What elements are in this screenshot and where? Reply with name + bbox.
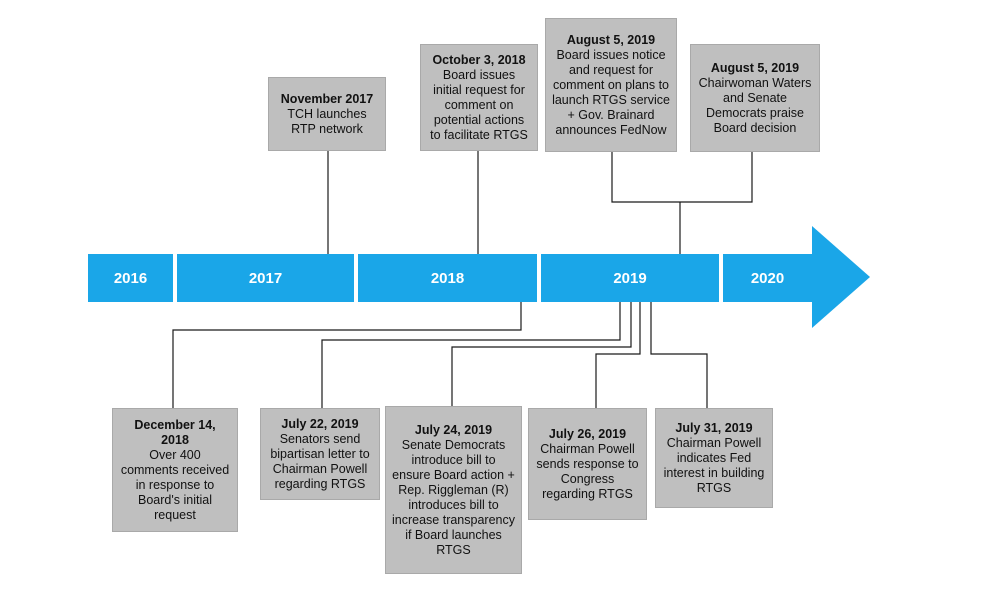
event-date: July 26, 2019 bbox=[548, 426, 627, 441]
event-box-above: October 3, 2018 Board issues initial req… bbox=[420, 44, 538, 151]
event-box-above: November 2017 TCH launches RTP network bbox=[268, 77, 386, 151]
connector-aug-2019-left bbox=[611, 152, 680, 203]
event-text: Chairman Powell indicates Fed interest i… bbox=[663, 435, 765, 495]
event-box-below: July 26, 2019 Chairman Powell sends resp… bbox=[528, 408, 647, 520]
timeline-arrowhead bbox=[812, 226, 870, 328]
event-date: November 2017 bbox=[280, 91, 374, 106]
year-segment-2018: 2018 bbox=[358, 254, 537, 302]
event-box-below: December 14, 2018 Over 400 comments rece… bbox=[112, 408, 238, 532]
event-text: Board issues notice and request for comm… bbox=[552, 47, 670, 137]
event-date: August 5, 2019 bbox=[710, 60, 800, 75]
event-box-below: July 24, 2019 Senate Democrats introduce… bbox=[385, 406, 522, 574]
event-text: Board issues initial request for comment… bbox=[430, 67, 528, 142]
event-box-below: July 22, 2019 Senators send bipartisan l… bbox=[260, 408, 380, 500]
event-date: August 5, 2019 bbox=[566, 32, 656, 47]
event-text: Senators send bipartisan letter to Chair… bbox=[270, 431, 370, 491]
year-segment-2019: 2019 bbox=[541, 254, 719, 302]
event-box-above: August 5, 2019 Board issues notice and r… bbox=[545, 18, 677, 152]
event-date: July 31, 2019 bbox=[675, 420, 753, 435]
event-date: July 22, 2019 bbox=[281, 416, 359, 431]
year-label-2018: 2018 bbox=[430, 269, 465, 287]
year-segment-2020: 2020 bbox=[723, 254, 812, 302]
year-label-2019: 2019 bbox=[613, 269, 647, 287]
event-text: Chairman Powell sends response to Congre… bbox=[536, 441, 639, 501]
year-label-2017: 2017 bbox=[248, 269, 283, 287]
event-date: October 3, 2018 bbox=[432, 52, 526, 67]
year-label-2016: 2016 bbox=[113, 269, 148, 287]
event-text: Chairwoman Waters and Senate Democrats p… bbox=[698, 75, 812, 135]
connector-jul-26-2019 bbox=[595, 302, 641, 410]
event-text: Senate Democrats introduce bill to ensur… bbox=[392, 437, 515, 557]
connector-jul-22-2019 bbox=[321, 302, 621, 410]
year-label-2020: 2020 bbox=[750, 269, 785, 287]
event-date: July 24, 2019 bbox=[414, 422, 493, 437]
year-segment-2016: 2016 bbox=[88, 254, 173, 302]
year-segment-2017: 2017 bbox=[177, 254, 354, 302]
event-text: TCH launches RTP network bbox=[287, 106, 367, 136]
connector-aug-2019-right bbox=[680, 152, 753, 203]
event-date: December 14, 2018 bbox=[134, 417, 216, 447]
event-box-below: July 31, 2019 Chairman Powell indicates … bbox=[655, 408, 773, 508]
connector-jul-24-2019 bbox=[451, 302, 632, 408]
connector-dec-2018 bbox=[172, 302, 522, 410]
connector-jul-31-2019 bbox=[650, 302, 708, 410]
event-text: Over 400 comments received in response t… bbox=[120, 447, 230, 522]
event-box-above: August 5, 2019 Chairwoman Waters and Sen… bbox=[690, 44, 820, 152]
